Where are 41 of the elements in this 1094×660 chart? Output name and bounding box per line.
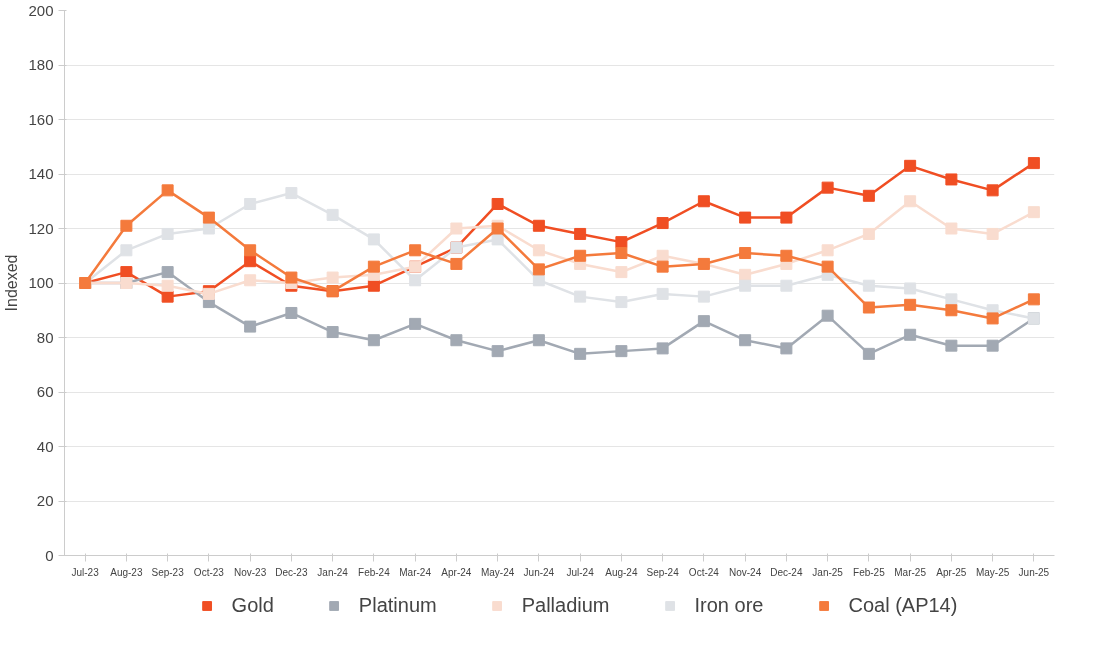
legend-label: Gold (231, 593, 274, 617)
x-tick-label: Jun-25 (1018, 566, 1050, 578)
y-tick-label: 180 (28, 56, 54, 73)
y-tick-label: 120 (28, 219, 54, 237)
x-tick-label: Feb-25 (853, 566, 886, 578)
legend-label: Platinum (358, 593, 437, 617)
x-tick-label: Dec-24 (770, 566, 803, 578)
y-tick-label: 0 (45, 546, 54, 564)
legend-label: Iron ore (694, 593, 764, 617)
x-tick-label: Nov-24 (729, 566, 762, 578)
x-tick-label: Oct-23 (193, 566, 225, 578)
x-tick-label: Jan-24 (317, 566, 349, 578)
y-tick-label: 20 (36, 492, 54, 509)
x-tick-label: Aug-24 (605, 566, 638, 578)
x-tick-label: Nov-23 (234, 566, 267, 578)
x-tick-label: May-25 (975, 566, 1010, 578)
x-tick-label: Apr-24 (441, 566, 472, 578)
x-tick-label: Jul-24 (566, 566, 595, 578)
y-tick-label: 80 (36, 328, 54, 346)
x-tick-label: Oct-24 (688, 566, 720, 578)
x-tick-label: Apr-25 (936, 566, 967, 578)
legend-label: Palladium (521, 593, 610, 617)
legend-label: Coal (AP14) (848, 593, 958, 617)
x-tick-label: Mar-25 (894, 566, 927, 578)
x-tick-label: Dec-23 (275, 566, 308, 578)
y-tick-label: 60 (36, 383, 54, 400)
y-tick-label: 100 (28, 274, 54, 291)
y-tick-label: 200 (28, 1, 54, 19)
x-tick-label: Feb-24 (358, 566, 391, 578)
y-axis-title: Indexed (3, 254, 21, 312)
y-tick-label: 40 (36, 437, 54, 455)
x-tick-label: Jan-25 (812, 566, 844, 578)
x-tick-label: Jul-23 (71, 566, 100, 578)
x-tick-label: Aug-23 (110, 566, 143, 578)
y-tick-label: 160 (28, 110, 54, 128)
x-tick-label: Sep-24 (646, 566, 680, 578)
x-tick-label: Mar-24 (399, 566, 432, 578)
x-tick-label: Sep-23 (151, 566, 185, 578)
y-tick-label: 140 (28, 165, 54, 182)
x-tick-label: May-24 (480, 566, 515, 578)
x-tick-label: Jun-24 (523, 566, 555, 578)
